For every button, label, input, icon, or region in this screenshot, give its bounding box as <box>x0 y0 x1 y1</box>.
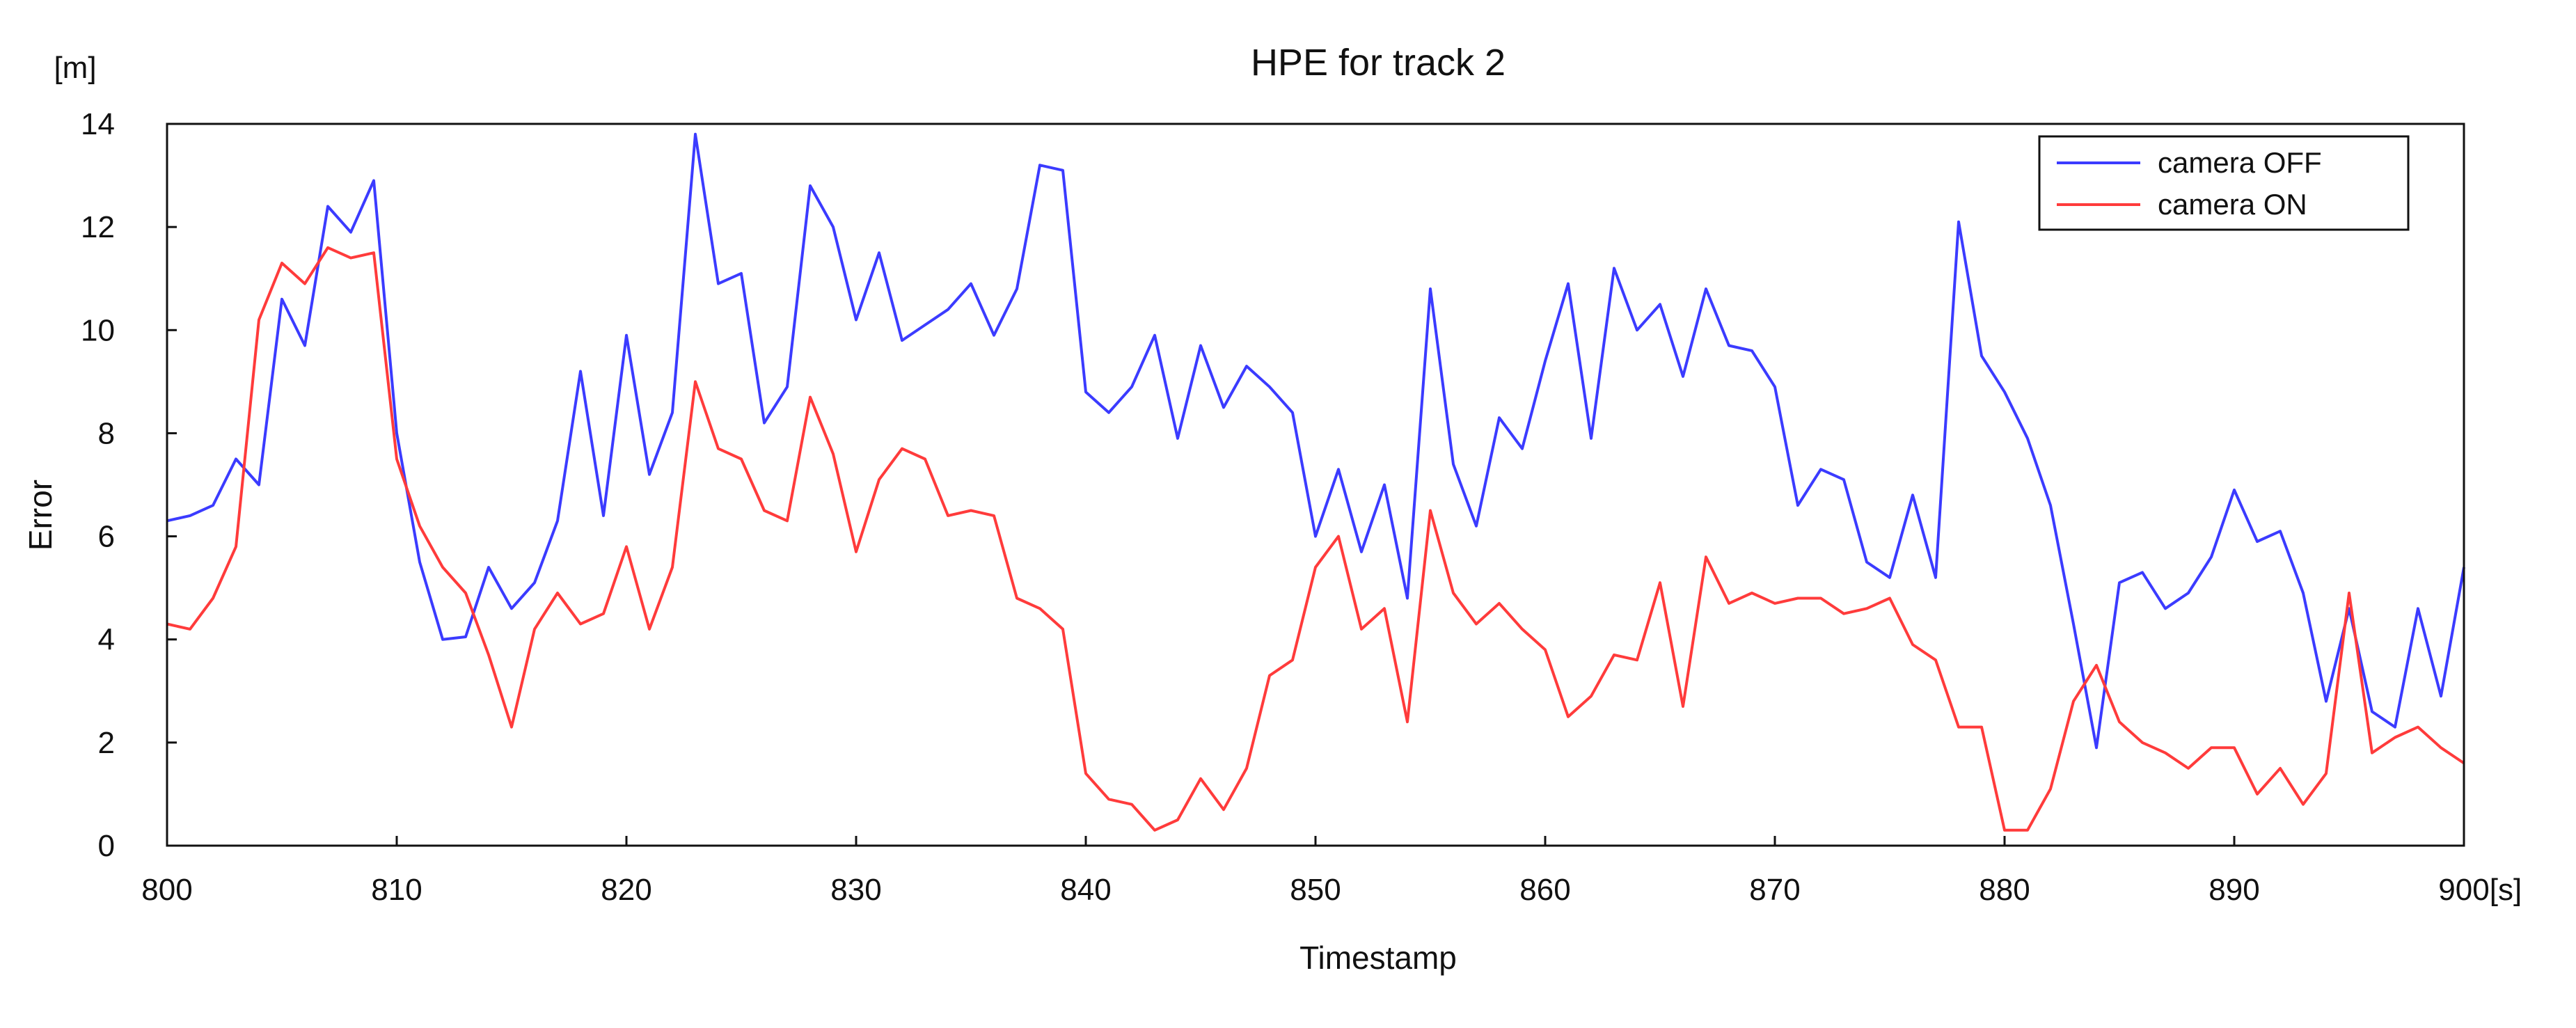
x-tick-label: 800 <box>141 873 192 907</box>
y-tick-label: 0 <box>98 829 115 863</box>
x-tick-label: 810 <box>371 873 422 907</box>
y-tick-label: 4 <box>98 623 115 657</box>
x-tick-label: 830 <box>830 873 881 907</box>
series-line-camera-on <box>166 246 2465 832</box>
chart-title: HPE for track 2 <box>1251 42 1506 84</box>
axis-ticks: 800 810 820 830 840 850 860 870 880 890 9000246810… <box>81 107 2490 907</box>
y-tick-label: 10 <box>81 313 115 347</box>
legend-label-camera-off: camera OFF <box>2158 146 2322 179</box>
x-tick-label: 840 <box>1060 873 1111 907</box>
x-tick-label: 880 <box>1979 873 2030 907</box>
x-tick-label: 890 <box>2208 873 2259 907</box>
x-tick-label: 850 <box>1290 873 1341 907</box>
y-tick-label: 6 <box>98 520 115 554</box>
legend: camera OFF camera ON <box>2038 135 2410 231</box>
series-lines <box>166 132 2465 832</box>
x-tick-label: 870 <box>1749 873 1800 907</box>
y-axis-unit: [m] <box>54 51 96 85</box>
legend-label-camera-on: camera ON <box>2158 188 2307 221</box>
x-tick-label: 900 <box>2438 873 2489 907</box>
series-line-camera-off <box>166 132 2465 750</box>
legend-box <box>2038 135 2410 231</box>
x-axis-title: Timestamp <box>1299 940 1457 976</box>
y-tick-label: 12 <box>81 210 115 244</box>
y-tick-label: 2 <box>98 726 115 760</box>
plot-area-frame <box>166 122 2465 847</box>
x-tick-label: 860 <box>1519 873 1570 907</box>
x-axis-unit: [s] <box>2490 873 2522 907</box>
y-tick-label: 14 <box>81 107 115 141</box>
y-axis-title: Error <box>22 480 58 551</box>
y-tick-label: 8 <box>98 416 115 450</box>
x-tick-label: 820 <box>601 873 651 907</box>
